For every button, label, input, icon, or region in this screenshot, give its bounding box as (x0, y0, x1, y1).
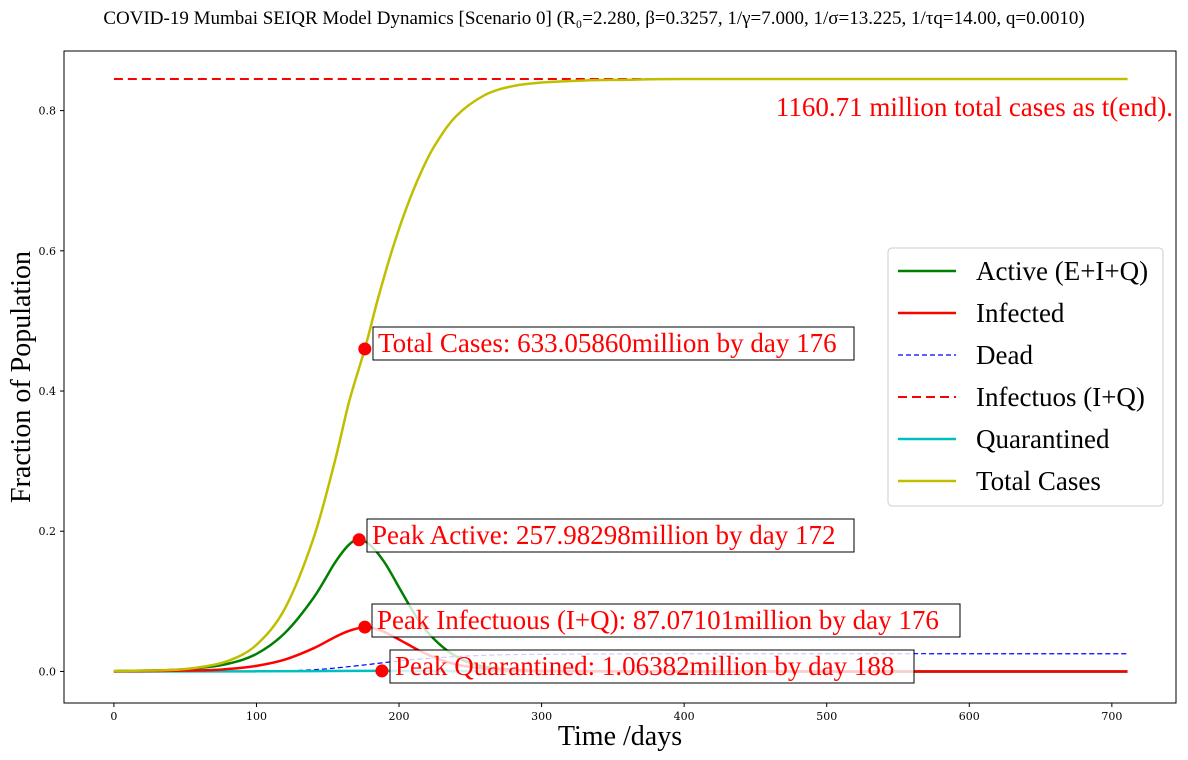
y-tick-label: 0.4 (39, 385, 57, 398)
x-tick-label: 700 (1101, 710, 1122, 723)
annotation-box (366, 518, 855, 553)
legend-label: Infected (976, 298, 1065, 328)
y-axis-label: Fraction of Population (6, 251, 37, 503)
y-tick-label: 0.2 (39, 525, 57, 538)
legend-label: Infectuos (I+Q) (976, 382, 1145, 412)
annotation-marker (352, 533, 366, 547)
x-axis-label: Time /days (558, 721, 682, 752)
y-tick-label: 0.0 (39, 665, 57, 678)
legend-label: Quarantined (976, 424, 1110, 454)
legend-label: Active (E+I+Q) (976, 256, 1148, 286)
annotation-label: 1160.71 million total cases as t(end). (776, 92, 1173, 122)
chart-title: COVID-19 Mumbai SEIQR Model Dynamics [Sc… (103, 8, 1084, 29)
annotation-box (371, 603, 961, 638)
x-tick-label: 0 (110, 710, 117, 723)
legend-box (887, 247, 1164, 507)
y-tick-label: 0.8 (39, 105, 57, 118)
annotation-label: Total Cases: 633.05860million by day 176 (378, 328, 837, 358)
x-tick-label: 500 (816, 710, 837, 723)
x-tick-label: 100 (246, 710, 267, 723)
annotation-box (389, 649, 915, 684)
annotation-label: Peak Infectuous (I+Q): 87.07101million b… (377, 605, 939, 635)
x-tick-label: 400 (674, 710, 695, 723)
x-tick-label: 300 (531, 710, 552, 723)
plot-frame (63, 50, 1177, 704)
annotation-label: Peak Quarantined: 1.06382million by day … (395, 651, 894, 681)
annotation-marker (358, 620, 372, 634)
y-tick-label: 0.6 (39, 245, 57, 258)
legend-label: Dead (976, 340, 1033, 370)
x-tick-label: 200 (389, 710, 410, 723)
annotation-box (372, 326, 855, 361)
annotation-marker (375, 664, 389, 678)
legend-label: Total Cases (976, 466, 1101, 496)
annotation-marker (358, 342, 372, 356)
annotation-label: Peak Active: 257.98298million by day 172 (372, 520, 835, 550)
x-tick-label: 600 (959, 710, 980, 723)
series-line-total-cases (113, 77, 1128, 673)
